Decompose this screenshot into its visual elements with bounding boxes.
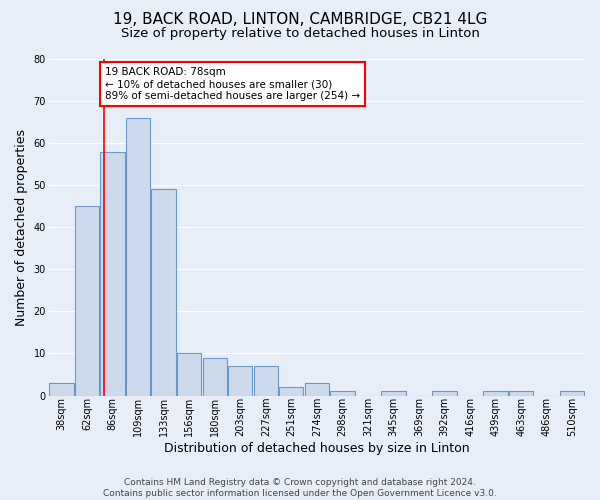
Bar: [279, 387, 304, 396]
Bar: [484, 392, 508, 396]
Bar: [203, 358, 227, 396]
Text: 19, BACK ROAD, LINTON, CAMBRIDGE, CB21 4LG: 19, BACK ROAD, LINTON, CAMBRIDGE, CB21 4…: [113, 12, 487, 28]
Bar: [509, 392, 533, 396]
Bar: [330, 392, 355, 396]
Bar: [126, 118, 150, 396]
Bar: [100, 152, 125, 396]
Text: Contains HM Land Registry data © Crown copyright and database right 2024.
Contai: Contains HM Land Registry data © Crown c…: [103, 478, 497, 498]
X-axis label: Distribution of detached houses by size in Linton: Distribution of detached houses by size …: [164, 442, 470, 455]
Bar: [75, 206, 99, 396]
Bar: [228, 366, 253, 396]
Bar: [382, 392, 406, 396]
Bar: [305, 383, 329, 396]
Bar: [49, 383, 74, 396]
Bar: [433, 392, 457, 396]
Text: 19 BACK ROAD: 78sqm
← 10% of detached houses are smaller (30)
89% of semi-detach: 19 BACK ROAD: 78sqm ← 10% of detached ho…: [105, 68, 360, 100]
Text: Size of property relative to detached houses in Linton: Size of property relative to detached ho…: [121, 28, 479, 40]
Y-axis label: Number of detached properties: Number of detached properties: [15, 129, 28, 326]
Bar: [151, 190, 176, 396]
Bar: [560, 392, 584, 396]
Bar: [177, 354, 201, 396]
Bar: [254, 366, 278, 396]
